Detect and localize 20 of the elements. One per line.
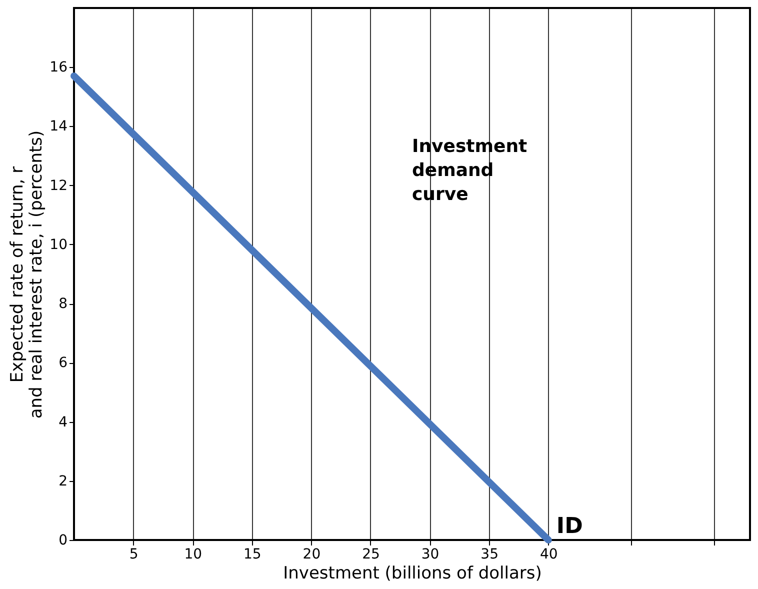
y-tick-label: 16 <box>50 60 68 76</box>
x-tick-label: 30 <box>421 546 440 562</box>
y-tick-label: 10 <box>50 236 68 253</box>
x-tick-label: 15 <box>243 546 262 562</box>
y-tick-label: 4 <box>58 414 68 430</box>
y-tick-label: 8 <box>58 296 68 312</box>
x-tick-label: 40 <box>540 546 558 562</box>
x-tick-label: 35 <box>480 546 498 562</box>
x-tick-label: 20 <box>302 546 321 562</box>
y-tick-label: 2 <box>58 473 68 490</box>
y-axis-title: Expected rate of return, r and real interest rate, i (percents) <box>8 130 47 419</box>
x-tick-label: 25 <box>362 546 380 562</box>
y-tick-label: 12 <box>50 178 68 194</box>
y-tick-label: 0 <box>58 532 68 548</box>
series-label: ID <box>556 514 583 539</box>
y-tick-label: 6 <box>58 355 68 372</box>
x-tick-label: 5 <box>129 546 138 562</box>
x-axis-title: Investment (billions of dollars) <box>283 564 542 584</box>
y-tick-label: 14 <box>50 118 68 135</box>
x-tick-label: 10 <box>184 546 202 562</box>
